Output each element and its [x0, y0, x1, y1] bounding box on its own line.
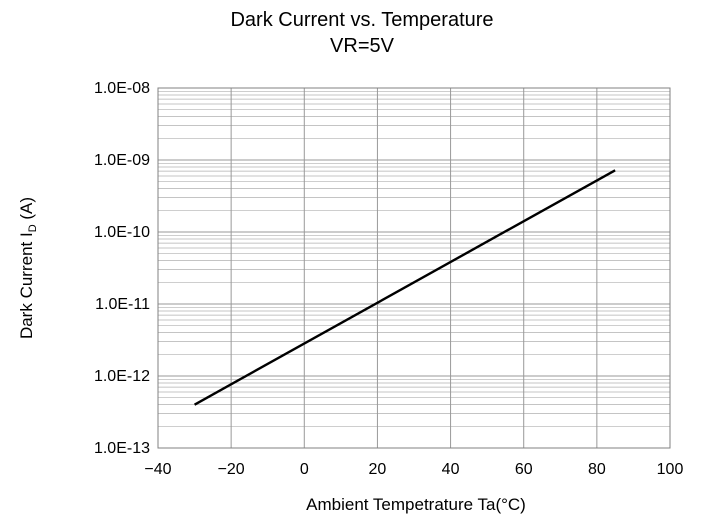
x-tick-label: 0 — [300, 461, 309, 478]
x-tick-label: −40 — [144, 461, 171, 478]
chart-subtitle: VR=5V — [330, 35, 395, 57]
y-tick-label: 1.0E-10 — [94, 224, 150, 241]
x-axis-label: Ambient Tempetrature Ta(°C) — [306, 495, 526, 514]
plot-area-frame — [157, 87, 671, 449]
y-axis-label-subscript: D — [27, 224, 39, 232]
y-axis-label-suffix: (A) — [17, 197, 36, 224]
y-tick-label: 1.0E-13 — [94, 440, 150, 457]
x-tick-label: 100 — [657, 461, 684, 478]
x-tick-label: 40 — [442, 461, 460, 478]
y-axis-label-prefix: Dark Current I — [17, 232, 36, 339]
series-line — [193, 169, 616, 406]
y-tick-label: 1.0E-09 — [94, 152, 150, 169]
major-grid — [157, 87, 671, 449]
x-tick-label: 20 — [369, 461, 387, 478]
y-axis-label: Dark Current ID (A) — [17, 197, 39, 339]
x-tick-label: −20 — [218, 461, 245, 478]
x-axis-ticks: −40 −20 0 20 40 60 80 100 — [144, 461, 683, 478]
y-axis-ticks: 1.0E-13 1.0E-12 1.0E-11 1.0E-10 1.0E-09 1.0E-… — [94, 80, 150, 457]
chart-title: Dark Current vs. Temperature — [230, 9, 493, 31]
minor-grid — [158, 90, 670, 427]
y-tick-label: 1.0E-11 — [95, 296, 150, 313]
y-tick-label: 1.0E-12 — [94, 368, 150, 385]
x-tick-label: 80 — [588, 461, 606, 478]
series-group — [193, 169, 616, 406]
x-tick-label: 60 — [515, 461, 533, 478]
y-tick-label: 1.0E-08 — [94, 80, 150, 97]
